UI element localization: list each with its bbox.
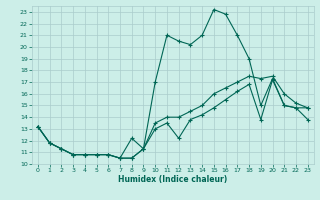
X-axis label: Humidex (Indice chaleur): Humidex (Indice chaleur) xyxy=(118,175,228,184)
